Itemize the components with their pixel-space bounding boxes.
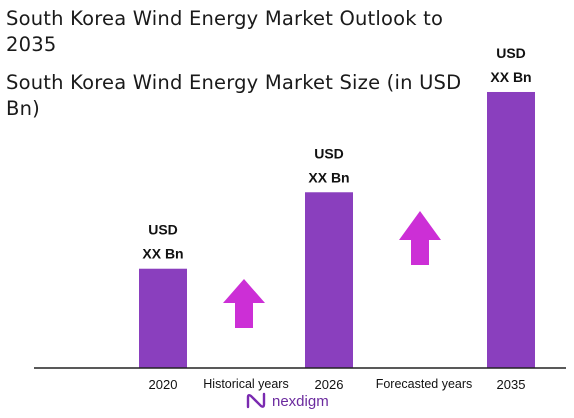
period-label: Historical years <box>203 377 288 391</box>
logo-text: nexdigm <box>272 392 329 410</box>
chart-subtitle: South Korea Wind Energy Market Size (in … <box>6 71 462 120</box>
chart-title: South Korea Wind Energy Market Outlook t… <box>6 7 444 56</box>
bar-2020 <box>139 268 187 368</box>
x-tick-2020: 2020 <box>149 377 178 392</box>
nexdigm-logo: nexdigm <box>246 390 329 412</box>
bars-layer <box>139 91 535 368</box>
bar-value-labels: USD XX Bn USD XX Bn USD XX Bn <box>142 45 531 262</box>
period-label: Forecasted years <box>376 377 473 391</box>
bar-value-label: XX Bn <box>142 246 183 262</box>
bar-value-label: XX Bn <box>490 69 531 85</box>
bar-value-label: XX Bn <box>308 169 349 185</box>
bar-2026 <box>305 192 353 368</box>
bar-2035 <box>487 91 535 368</box>
growth-arrow-icon <box>399 211 441 265</box>
x-tick-labels: 2020 2026 2035 Historical years Forecasted y… <box>149 377 526 392</box>
growth-arrows <box>223 211 441 328</box>
nexdigm-logo-icon <box>246 392 266 409</box>
bar-value-label: USD <box>314 145 344 161</box>
growth-arrow-icon <box>223 279 265 328</box>
x-tick-2035: 2035 <box>497 377 526 392</box>
x-tick-2026: 2026 <box>315 377 344 392</box>
bar-value-label: USD <box>148 222 178 238</box>
bar-value-label: USD <box>496 45 526 61</box>
